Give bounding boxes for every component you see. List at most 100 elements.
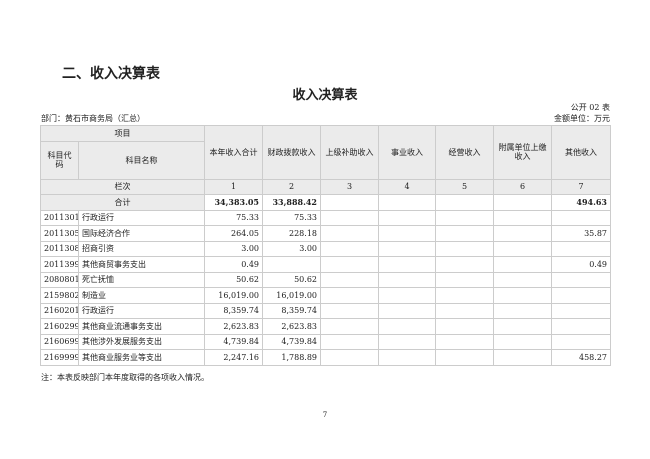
subject-name: 招商引资	[78, 240, 205, 257]
amount-cell: 458.27	[551, 349, 611, 366]
table-row: 2160201 行政运行 8,359.74 8,359.74	[40, 302, 611, 319]
amount-cell	[378, 333, 436, 350]
amount-cell	[378, 240, 436, 257]
amount-cell: 0.49	[204, 256, 263, 273]
amount-cell: 50.62	[204, 271, 263, 288]
amount-cell	[493, 209, 552, 226]
amount-cell	[378, 225, 436, 242]
header-name: 科目名称	[78, 140, 205, 180]
amount-cell	[320, 349, 379, 366]
amount-cell: 8,359.74	[262, 302, 321, 319]
table-row: 2011305 国际经济合作 264.05 228.18 35.87	[40, 225, 611, 242]
amount-cell	[493, 271, 552, 288]
total-cell	[378, 194, 436, 211]
row-index-cell: 5	[435, 178, 494, 195]
amount-cell	[435, 271, 494, 288]
table-row: 2011399 其他商贸事务支出 0.49 0.49	[40, 256, 611, 273]
subject-name: 其他涉外发展服务支出	[78, 333, 205, 350]
amount-cell	[320, 209, 379, 226]
amount-cell	[435, 225, 494, 242]
subject-code: 2080801	[40, 271, 79, 288]
amount-cell: 4,739.84	[262, 333, 321, 350]
amount-cell	[493, 240, 552, 257]
amount-cell	[262, 256, 321, 273]
amount-cell	[378, 349, 436, 366]
amount-cell: 16,019.00	[262, 287, 321, 304]
amount-cell	[378, 271, 436, 288]
amount-cell	[493, 225, 552, 242]
subject-name: 行政运行	[78, 209, 205, 226]
amount-cell	[493, 302, 552, 319]
amount-cell	[320, 287, 379, 304]
table-row: 2159802 制造业 16,019.00 16,019.00	[40, 287, 611, 304]
subject-code: 2160299	[40, 318, 79, 335]
amount-cell	[435, 302, 494, 319]
amount-cell	[320, 271, 379, 288]
table-row: 2169999 其他商业服务业等支出 2,247.16 1,788.89 458.27	[40, 349, 611, 366]
header-col: 本年收入合计	[204, 125, 263, 180]
amount-cell: 50.62	[262, 271, 321, 288]
amount-cell	[378, 318, 436, 335]
amount-cell	[378, 287, 436, 304]
header-code: 科目代码	[40, 140, 79, 180]
header-item: 项目	[40, 125, 205, 142]
subject-code: 2011305	[40, 225, 79, 242]
note: 注：本表反映部门本年度取得的各项收入情况。	[41, 373, 209, 382]
amount-cell	[435, 318, 494, 335]
amount-cell	[378, 209, 436, 226]
amount-cell	[378, 302, 436, 319]
amount-cell	[551, 287, 611, 304]
total-cell	[493, 194, 552, 211]
page-number: 7	[322, 411, 328, 419]
header-col: 上级补助收入	[320, 125, 379, 180]
amount-cell	[551, 271, 611, 288]
amount-cell	[551, 302, 611, 319]
amount-cell: 2,623.83	[204, 318, 263, 335]
amount-cell	[320, 240, 379, 257]
subject-name: 行政运行	[78, 302, 205, 319]
row-index-cell: 7	[551, 178, 611, 195]
amount-cell	[320, 318, 379, 335]
subject-name: 其他商业流通事务支出	[78, 318, 205, 335]
header-col: 经营收入	[435, 125, 494, 180]
amount-cell	[551, 240, 611, 257]
amount-cell	[493, 349, 552, 366]
row-index-cell: 6	[493, 178, 552, 195]
amount-cell: 4,739.84	[204, 333, 263, 350]
total-cell: 494.63	[551, 194, 611, 211]
amount-cell	[493, 256, 552, 273]
amount-cell	[435, 256, 494, 273]
header-col: 财政拨款收入	[262, 125, 321, 180]
amount-cell: 8,359.74	[204, 302, 263, 319]
row-index-cell: 4	[378, 178, 436, 195]
row-index-cell: 3	[320, 178, 379, 195]
subject-code: 2169999	[40, 349, 79, 366]
amount-cell	[320, 302, 379, 319]
income-table: 项目 本年收入合计 财政拨款收入 上级补助收入 事业收入 经营收入 附属单位上缴…	[40, 125, 611, 366]
row-index-cell: 1	[204, 178, 263, 195]
amount-cell	[320, 256, 379, 273]
amount-cell	[435, 209, 494, 226]
header-col: 附属单位上缴收入	[493, 125, 552, 180]
amount-cell	[551, 209, 611, 226]
subject-code: 2011301	[40, 209, 79, 226]
total-cell: 34,383.05	[204, 194, 263, 211]
amount-cell	[493, 333, 552, 350]
amount-cell	[551, 318, 611, 335]
amount-cell	[320, 225, 379, 242]
row-index-label: 栏次	[40, 178, 205, 195]
unit: 金额单位：万元	[554, 114, 610, 123]
amount-cell: 0.49	[551, 256, 611, 273]
amount-cell	[435, 287, 494, 304]
amount-cell: 2,247.16	[204, 349, 263, 366]
header-col: 事业收入	[378, 125, 436, 180]
amount-cell	[493, 287, 552, 304]
subject-name: 其他商贸事务支出	[78, 256, 205, 273]
amount-cell	[551, 333, 611, 350]
form-number: 公开 02 表	[570, 103, 610, 112]
amount-cell	[435, 333, 494, 350]
amount-cell: 35.87	[551, 225, 611, 242]
department: 部门：黄石市商务局（汇总）	[41, 114, 145, 123]
section-title: 二、收入决算表	[62, 66, 160, 82]
